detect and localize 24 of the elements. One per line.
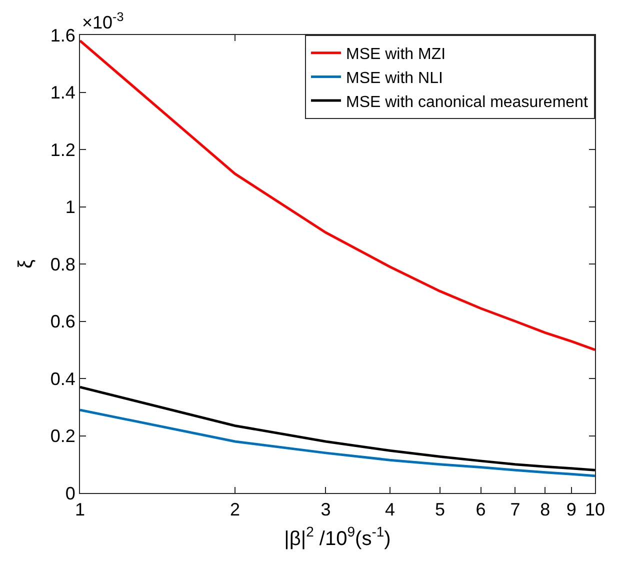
- y-axis-title: ξ: [14, 259, 37, 268]
- x-tick-label: 10: [584, 500, 606, 520]
- y-tick-label: 0.4: [50, 368, 76, 389]
- legend-label: MSE with canonical measurement: [346, 94, 588, 111]
- x-tick-label: 3: [320, 500, 331, 520]
- y-tick-label: 1: [65, 197, 76, 218]
- x-tick-label: 5: [434, 500, 445, 520]
- y-tick-label: 1.6: [50, 25, 76, 46]
- x-tick-label: 9: [566, 500, 576, 520]
- y-tick-label: 0.8: [50, 254, 76, 274]
- x-tick-label: 6: [476, 500, 486, 520]
- legend-label: MSE with MZI: [346, 46, 446, 64]
- y-tick-label: 0: [65, 483, 76, 504]
- x-tick-label: 7: [510, 500, 520, 520]
- x-tick-label: 4: [385, 500, 396, 520]
- x-tick-label: 2: [230, 500, 240, 520]
- y-tick-label: 0.6: [50, 312, 76, 332]
- y-tick-label: 0.2: [50, 426, 76, 446]
- legend-label: MSE with NLI: [346, 70, 443, 87]
- x-tick-label: 8: [540, 500, 550, 520]
- y-tick-label: 1.2: [50, 140, 76, 160]
- text: ×10$^{-3}$: [82, 10, 124, 33]
- x-axis-title: |β|$^{2}$ /10$^{9}$(s$^{-1}$): [284, 524, 391, 550]
- y-tick-label: 1.4: [50, 82, 76, 103]
